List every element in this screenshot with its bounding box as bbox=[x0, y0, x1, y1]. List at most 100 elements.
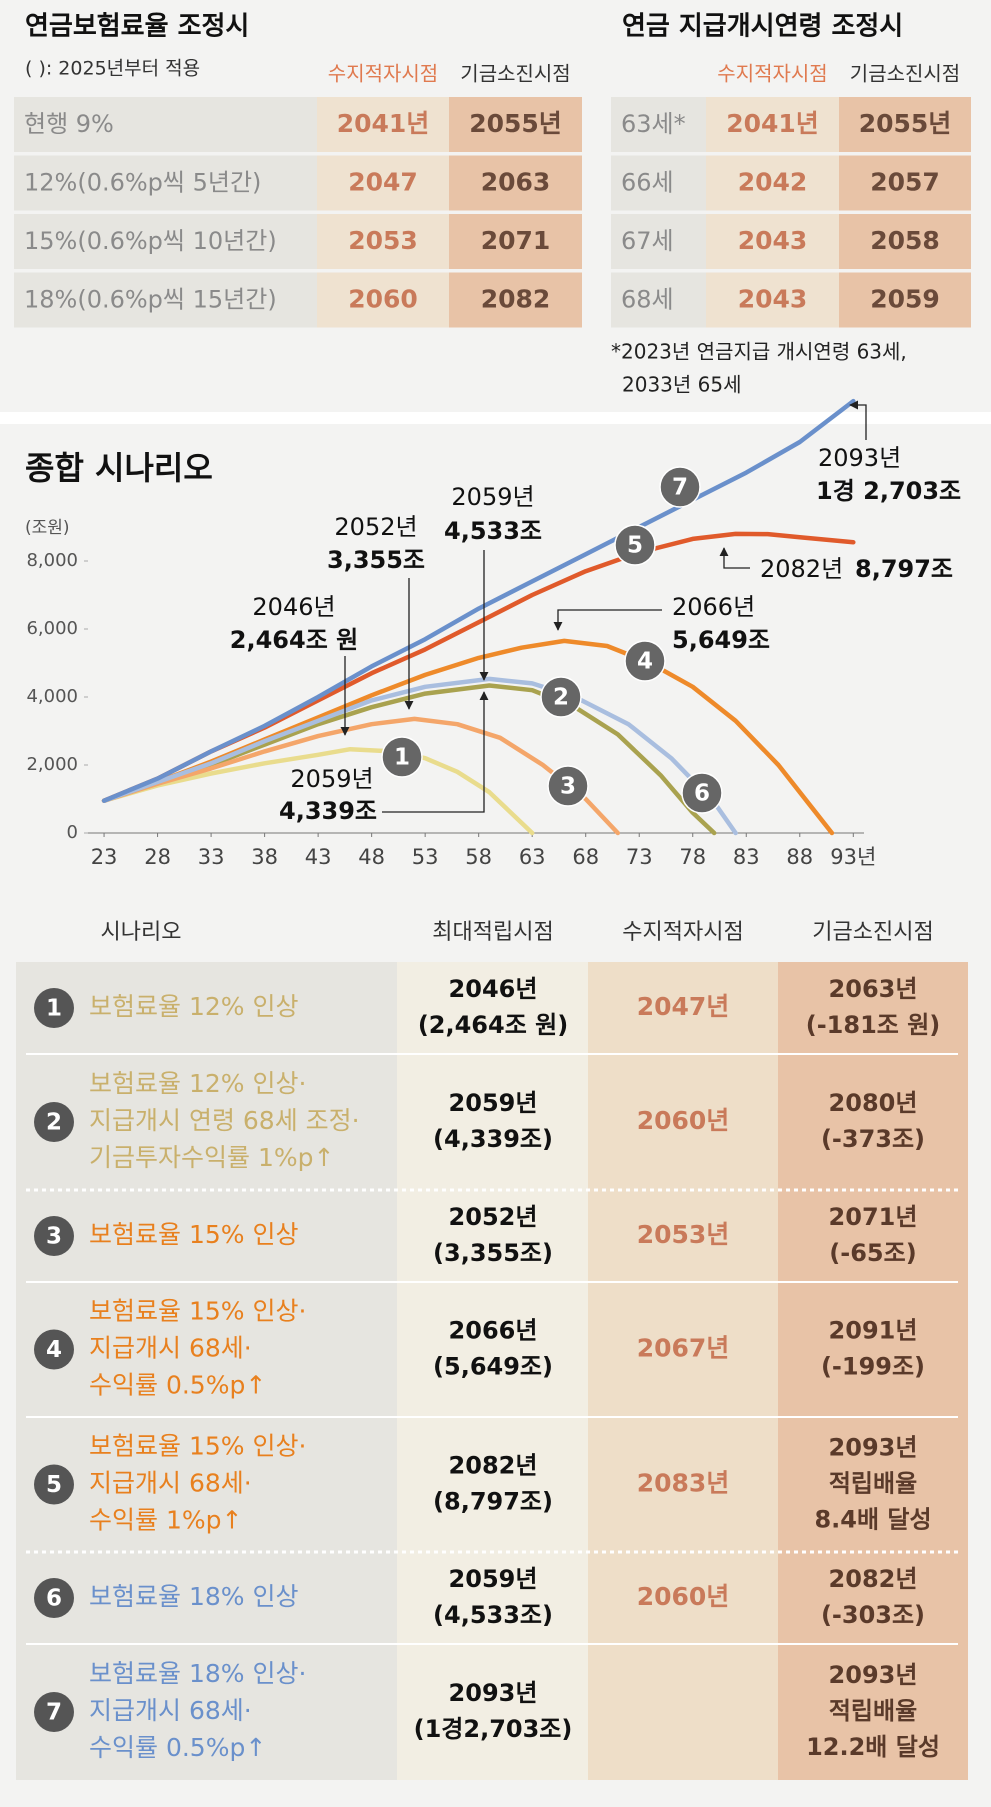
deficit-value: 2060년 bbox=[637, 1106, 730, 1135]
table-cell bbox=[449, 97, 582, 152]
column-header: 수지적자시점 bbox=[717, 62, 827, 86]
table-cell bbox=[706, 155, 839, 211]
scenario-text: 보험료율 15% 인상· bbox=[89, 1297, 306, 1326]
annotation: 2059년 bbox=[290, 765, 373, 793]
table-cell bbox=[16, 962, 397, 1054]
y-tick-label: 6,000 bbox=[26, 618, 78, 639]
table-cell bbox=[706, 272, 839, 328]
annotation: 1경 2,703조 bbox=[816, 477, 961, 505]
table-value: 2043 bbox=[738, 226, 808, 255]
scenario-text: 수익률 1%p↑ bbox=[89, 1506, 242, 1535]
divider bbox=[0, 412, 991, 424]
table-cell bbox=[16, 1190, 397, 1282]
table-value: 2041년 bbox=[726, 109, 819, 138]
table-cell bbox=[611, 214, 706, 269]
peak-value: (3,355조) bbox=[433, 1239, 553, 1267]
scenario-text: 지급개시 68세· bbox=[89, 1334, 252, 1363]
table-cell bbox=[588, 1644, 778, 1780]
legend-badge bbox=[381, 736, 423, 778]
column-header: 기금소진시점 bbox=[812, 920, 933, 945]
table-cell bbox=[397, 1282, 588, 1417]
x-tick-label: 78 bbox=[679, 845, 706, 869]
row-label: 68세 bbox=[621, 286, 674, 314]
peak-value: (2,464조 원) bbox=[418, 1011, 568, 1039]
peak-value: (4,339조) bbox=[433, 1125, 553, 1153]
x-tick-label: 73 bbox=[626, 845, 653, 869]
footnote: 2033년 65세 bbox=[622, 373, 742, 397]
table-value: 2042 bbox=[738, 168, 808, 197]
table-cell bbox=[14, 155, 317, 211]
table-value: 2071 bbox=[481, 226, 551, 255]
table-cell bbox=[397, 1054, 588, 1190]
deficit-value: 2083년 bbox=[637, 1469, 730, 1498]
table-cell bbox=[839, 214, 971, 269]
deficit-value: 2047년 bbox=[637, 992, 730, 1021]
annotation: 8,797조 bbox=[855, 555, 953, 583]
table-cell bbox=[778, 1282, 968, 1417]
table-cell bbox=[839, 155, 971, 211]
depletion-value: (-181조 원) bbox=[806, 1011, 941, 1039]
x-tick-label: 88 bbox=[786, 845, 813, 869]
legend-badge bbox=[681, 772, 723, 814]
depletion-value: 2093년 bbox=[829, 1661, 918, 1689]
table-cell bbox=[16, 1282, 397, 1417]
footnote: *2023년 연금지급 개시연령 63세, bbox=[611, 340, 907, 364]
depletion-value: 2080년 bbox=[829, 1089, 918, 1117]
peak-value: 2059년 bbox=[449, 1565, 538, 1593]
row-label: 15%(0.6%p씩 10년간) bbox=[24, 227, 277, 255]
series-line bbox=[101, 746, 535, 836]
table-cell bbox=[611, 272, 706, 328]
scenario-text: 보험료율 18% 인상 bbox=[89, 1582, 298, 1611]
legend-label: 3 bbox=[560, 774, 576, 800]
annotation: 4,339조 bbox=[279, 797, 377, 825]
legend-label: 1 bbox=[394, 745, 410, 771]
scenario-text: 지급개시 연령 68세 조정· bbox=[89, 1106, 360, 1135]
x-tick-label: 33 bbox=[198, 845, 225, 869]
series-line bbox=[101, 638, 835, 836]
scenario-number: 5 bbox=[46, 1472, 62, 1498]
scenario-number: 7 bbox=[46, 1700, 62, 1726]
scenario-text: 보험료율 12% 인상· bbox=[89, 1069, 306, 1098]
table-cell bbox=[317, 272, 449, 328]
scenario-text: 수익률 0.5%p↑ bbox=[89, 1371, 266, 1400]
x-tick-label: 58 bbox=[465, 845, 492, 869]
annotation: 2059년 bbox=[451, 483, 534, 511]
table-cell bbox=[588, 1417, 778, 1552]
table-cell bbox=[16, 1417, 397, 1552]
table-cell bbox=[611, 155, 706, 211]
table-value: 2055년 bbox=[859, 109, 952, 138]
table-cell bbox=[588, 1190, 778, 1282]
annotation: 5,649조 bbox=[672, 626, 770, 654]
table-cell bbox=[778, 1190, 968, 1282]
table-cell bbox=[397, 1417, 588, 1552]
scenario-number: 3 bbox=[46, 1224, 62, 1250]
table-cell bbox=[449, 155, 582, 211]
table-cell bbox=[14, 214, 317, 269]
row-label: 현행 9% bbox=[24, 110, 114, 138]
legend-badge bbox=[540, 676, 582, 718]
legend-badge bbox=[547, 765, 589, 807]
y-tick-label: 0 bbox=[67, 822, 78, 843]
table-cell bbox=[397, 1552, 588, 1644]
depletion-value: (-199조) bbox=[821, 1353, 925, 1381]
row-label: 67세 bbox=[621, 227, 674, 255]
scenario-text: 기금투자수익률 1%p↑ bbox=[89, 1143, 334, 1172]
scenario-text: 보험료율 12% 인상 bbox=[89, 992, 298, 1021]
annotation: 2093년 bbox=[818, 444, 901, 472]
series-line bbox=[101, 716, 621, 836]
depletion-value: 2063년 bbox=[829, 975, 918, 1003]
series-line bbox=[101, 676, 738, 836]
table-cell bbox=[778, 1417, 968, 1552]
scenario-badge bbox=[34, 1216, 74, 1256]
annotation: 2046년 bbox=[252, 593, 335, 621]
row-label: 12%(0.6%p씩 5년간) bbox=[24, 169, 261, 197]
table-cell bbox=[317, 155, 449, 211]
table-value: 2060 bbox=[348, 285, 418, 314]
peak-value: (8,797조) bbox=[433, 1488, 553, 1516]
table-cell bbox=[14, 97, 317, 152]
deficit-value: 2067년 bbox=[637, 1334, 730, 1363]
scenario-text: 지급개시 68세· bbox=[89, 1696, 252, 1725]
x-tick-label: 53 bbox=[412, 845, 439, 869]
chart-title: 종합 시나리오 bbox=[25, 449, 213, 487]
peak-value: 2046년 bbox=[449, 975, 538, 1003]
